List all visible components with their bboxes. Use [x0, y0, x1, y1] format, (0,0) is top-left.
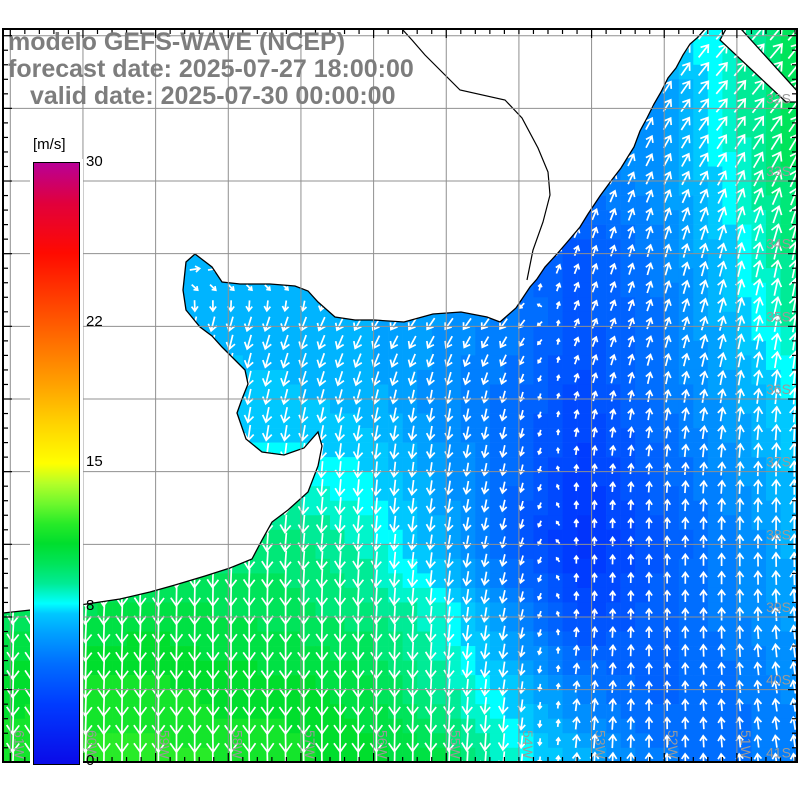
svg-text:53W: 53W: [593, 730, 609, 760]
svg-text:59W: 59W: [157, 730, 173, 760]
svg-text:56W: 56W: [375, 730, 391, 760]
svg-text:55W: 55W: [447, 730, 463, 760]
svg-text:58W: 58W: [229, 730, 245, 760]
svg-text:40S: 40S: [766, 672, 791, 688]
model-title: modelo GEFS-WAVE (NCEP): [8, 28, 346, 56]
svg-text:52W: 52W: [665, 730, 681, 760]
river-line: [401, 29, 551, 281]
svg-text:51W: 51W: [738, 730, 754, 760]
svg-text:60W: 60W: [84, 730, 100, 760]
svg-text:33S: 33S: [766, 163, 791, 179]
map-frame: [2, 28, 798, 763]
colorbar-tick-label: 0: [86, 752, 95, 769]
colorbar-tick-label: 22: [86, 313, 103, 330]
colorbar: [30, 159, 83, 768]
svg-text:35S: 35S: [766, 308, 791, 324]
colorbar-unit-label: [m/s]: [33, 136, 66, 153]
colorbar-tick-label: 30: [86, 153, 103, 170]
svg-text:57W: 57W: [302, 730, 318, 760]
tick-marks: [3, 29, 797, 762]
svg-text:32S: 32S: [766, 90, 791, 106]
svg-text:34S: 34S: [766, 236, 791, 252]
svg-text:37S: 37S: [766, 454, 791, 470]
forecast-date-line: forecast date: 2025-07-27 18:00:00: [8, 55, 414, 83]
colorbar-tick-label: 15: [86, 453, 103, 470]
svg-text:38S: 38S: [766, 526, 791, 542]
svg-text:41S: 41S: [766, 744, 791, 760]
svg-text:39S: 39S: [766, 599, 791, 615]
svg-text:54W: 54W: [520, 730, 536, 760]
valid-date-line: valid date: 2025-07-30 00:00:00: [30, 82, 396, 110]
land-mass: [3, 29, 797, 614]
lat-axis-labels: 32S 33S 34S 35S 36S 37S 38S 39S 40S 41S: [766, 90, 791, 760]
svg-text:61W: 61W: [11, 730, 27, 760]
colorbar-tick-label: 8: [86, 597, 95, 614]
svg-text:36S: 36S: [766, 381, 791, 397]
lon-axis-labels: 61W 60W 59W 58W 57W 56W 55W 54W 53W 52W 51W: [11, 730, 754, 760]
